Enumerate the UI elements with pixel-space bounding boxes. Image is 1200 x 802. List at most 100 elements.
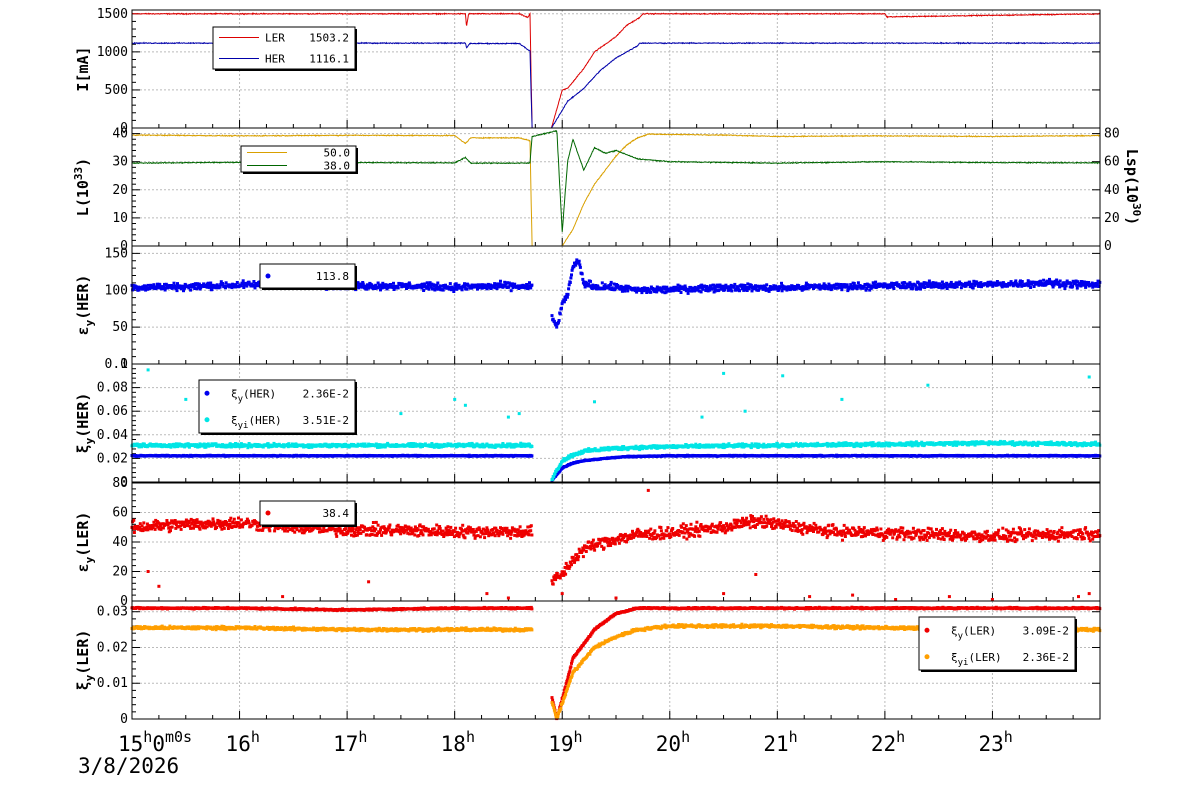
- data-point: [1042, 279, 1045, 282]
- data-point: [1084, 286, 1087, 289]
- y-tick-label: 0.08: [97, 381, 128, 396]
- y-label-end: ): [74, 158, 92, 167]
- y-tick-label: 100: [105, 283, 128, 298]
- data-point: [578, 260, 581, 263]
- data-point: [638, 448, 641, 451]
- legend-name: HER: [265, 53, 285, 66]
- legend-entry-name: LER: [265, 32, 285, 45]
- legend-entry-value: 1503.2: [309, 32, 349, 45]
- y-axis-label: I[mA]: [74, 46, 92, 91]
- data-point: [530, 445, 533, 448]
- y-label-end: (HER): [74, 275, 92, 320]
- data-point: [840, 288, 843, 291]
- legend-entry-value: 50.0: [324, 147, 351, 160]
- data-point: [581, 272, 584, 275]
- data-point: [569, 277, 572, 280]
- data-point: [530, 284, 533, 287]
- data-point: [972, 287, 975, 290]
- y-tick-label: 0.1: [105, 357, 128, 372]
- panel-luminosity: 010203040020406080Lsp(1030)L(1033)50.038…: [72, 127, 1143, 254]
- data-point: [510, 289, 513, 292]
- y-right-tick-label: 60: [1104, 155, 1120, 170]
- data-point: [499, 280, 502, 283]
- y-tick-label: 10: [112, 211, 128, 226]
- y-tick-label: 0.06: [97, 404, 128, 419]
- y-right-label-sup: 30: [1130, 203, 1143, 216]
- data-point: [1071, 285, 1074, 288]
- data-point: [890, 282, 893, 285]
- y-right-label-end: ): [1123, 216, 1141, 225]
- y-tick-label: 30: [112, 155, 128, 170]
- y-label-sup: 33: [72, 167, 85, 180]
- data-point: [1063, 287, 1066, 290]
- data-point: [559, 312, 562, 315]
- data-point: [874, 281, 877, 284]
- data-point: [738, 289, 741, 292]
- data-point: [601, 281, 604, 284]
- y-tick-label: 50: [112, 320, 128, 335]
- data-point: [589, 280, 592, 283]
- legend-entry-value: 113.8: [316, 270, 349, 283]
- y-tick-label: 1000: [97, 45, 128, 60]
- legend-luminosity: 50.038.0: [241, 146, 358, 174]
- data-point: [1029, 286, 1032, 289]
- data-point: [422, 289, 425, 292]
- y-axis-label: ξy(HER): [74, 393, 96, 454]
- panel-xi_her: 00.020.040.060.080.1ξy(HER)ξy(HER)2.36E-…: [74, 357, 1101, 490]
- data-point: [579, 266, 582, 269]
- data-point: [680, 291, 683, 294]
- data-point: [911, 287, 914, 290]
- data-point: [189, 289, 192, 292]
- y-label-text: I[mA]: [74, 46, 92, 91]
- y-right-tick-label: 0: [1104, 239, 1112, 254]
- data-point: [610, 281, 613, 284]
- legend-emit_her: 113.8: [260, 264, 357, 290]
- data-point: [566, 296, 569, 299]
- data-point: [700, 290, 703, 293]
- data-point: [507, 286, 510, 289]
- data-point: [645, 291, 648, 294]
- y-tick-label: 0.02: [97, 451, 128, 466]
- data-point: [551, 314, 554, 317]
- legend-name: LER: [265, 32, 285, 45]
- legend-entry-value: 38.0: [324, 160, 351, 173]
- data-point: [578, 263, 581, 266]
- data-point: [242, 286, 245, 289]
- data-point: [751, 289, 754, 292]
- y-tick-label: 40: [112, 127, 128, 142]
- y-tick-label: 1500: [97, 7, 128, 22]
- data-point: [397, 286, 400, 289]
- data-point: [780, 282, 783, 285]
- y-label-text: ξ: [74, 444, 92, 453]
- data-point: [567, 293, 570, 296]
- data-point: [461, 288, 464, 291]
- data-point: [225, 281, 228, 284]
- data-point: [1059, 280, 1062, 283]
- data-point: [465, 288, 468, 291]
- legend-current: LER 1503.2 HER 1116.1: [213, 27, 357, 71]
- data-point: [558, 319, 561, 322]
- data-point: [1014, 279, 1017, 282]
- data-point: [570, 273, 573, 276]
- legend-entry-value: 1116.1: [309, 53, 349, 66]
- data-point: [730, 289, 733, 292]
- data-point: [392, 282, 395, 285]
- data-point: [242, 279, 245, 282]
- series-xi_her-1: [131, 440, 1102, 481]
- data-point: [569, 281, 572, 284]
- y-right-tick-label: 40: [1104, 183, 1120, 198]
- data-point: [530, 454, 533, 457]
- data-point: [173, 282, 176, 285]
- legend-marker: [266, 274, 271, 279]
- data-point: [449, 282, 452, 285]
- y-right-label-text: Lsp(10: [1123, 149, 1141, 203]
- y-label-text: L(10: [74, 180, 92, 216]
- data-point: [452, 290, 455, 293]
- y-right-tick-label: 80: [1104, 127, 1120, 142]
- data-point: [892, 287, 895, 290]
- series-xi_her-0: [131, 454, 1102, 482]
- data-point: [712, 284, 715, 287]
